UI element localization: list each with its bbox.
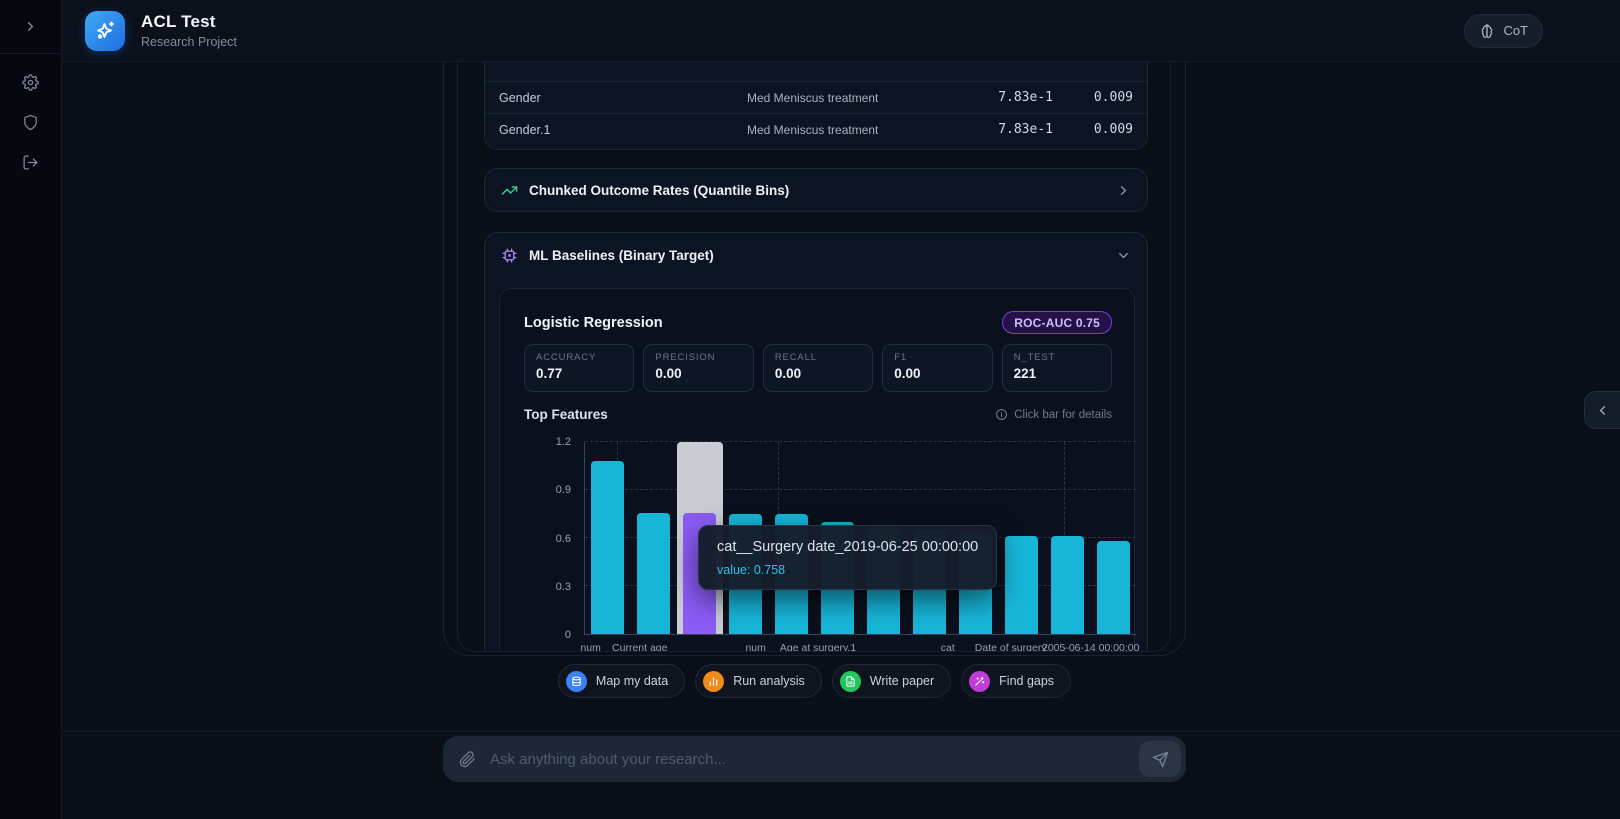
tooltip-value: value: 0.758 <box>717 563 786 577</box>
section-ml-baselines: ML Baselines (Binary Target) Logistic Re… <box>484 232 1148 652</box>
p-value-cell: 0.009 <box>1093 122 1133 137</box>
gridline <box>585 489 1136 490</box>
bar-chart-yaxis: 0 0.3 0.6 0.9 1.2 <box>500 436 579 641</box>
report-scroll-area[interactable]: Gender Med Meniscus treatment 7.83e-1 0.… <box>457 62 1171 652</box>
feature-bar[interactable] <box>1050 536 1084 634</box>
metric-card-f1: F1 0.00 <box>882 344 993 392</box>
statistic-cell: 7.83e-1 <box>998 122 1053 137</box>
shield-icon <box>22 114 39 131</box>
x-tick-label: cat <box>940 642 955 652</box>
x-tick-label: Current age <box>612 642 668 652</box>
quick-action-map-my-data[interactable]: Map my data <box>557 664 686 698</box>
sidebar-expand-button[interactable] <box>16 12 46 42</box>
database-icon <box>565 670 587 692</box>
feature-bar[interactable] <box>591 461 625 634</box>
table-row: Gender.1 Med Meniscus treatment 7.83e-1 … <box>485 113 1147 145</box>
quick-action-find-gaps[interactable]: Find gaps <box>961 664 1072 698</box>
section-ml-baselines-header[interactable]: ML Baselines (Binary Target) <box>485 233 1147 277</box>
bar-chart-icon <box>703 670 725 692</box>
stats-table-card: Gender Med Meniscus treatment 7.83e-1 0.… <box>484 62 1148 150</box>
p-value-cell: 0.009 <box>1093 90 1133 105</box>
section-chunked-outcome-rates[interactable]: Chunked Outcome Rates (Quantile Bins) <box>484 168 1148 212</box>
attach-button[interactable] <box>459 750 476 768</box>
x-tick-label: num <box>580 642 601 652</box>
metric-card-n-test: N_TEST 221 <box>1001 344 1113 392</box>
chevron-right-icon <box>1116 183 1131 198</box>
x-tick-label: Date of surgery <box>974 642 1047 652</box>
trending-up-icon <box>501 182 518 199</box>
chevron-left-icon <box>1595 403 1610 418</box>
x-tick-label: 2005-06-14 00:00:00 <box>1041 642 1140 652</box>
cpu-icon <box>501 247 518 264</box>
chart-hint: Click bar for details <box>995 408 1112 421</box>
footer-divider <box>62 731 1620 732</box>
x-tick-label: Age at surgery.1 <box>779 642 857 652</box>
chart-title: Top Features <box>524 407 608 422</box>
roc-auc-badge: ROC-AUC 0.75 <box>1002 311 1112 334</box>
model-title: Logistic Regression <box>524 314 663 331</box>
metric-card-accuracy: ACCURACY 0.77 <box>524 344 635 392</box>
y-tick-label: 1.2 <box>555 436 571 448</box>
quick-action-run-analysis[interactable]: Run analysis <box>695 664 822 698</box>
metric-card-precision: PRECISION 0.00 <box>643 344 754 392</box>
y-tick-label: 0.9 <box>555 484 571 497</box>
metric-card-recall: RECALL 0.00 <box>762 344 874 392</box>
feature-bar[interactable] <box>1004 536 1038 634</box>
chat-composer <box>443 736 1186 782</box>
privacy-button[interactable] <box>16 107 46 137</box>
feature-cell: Gender <box>499 90 541 105</box>
section-title: ML Baselines (Binary Target) <box>529 247 714 263</box>
brain-icon <box>1479 23 1495 39</box>
tooltip-feature-name: cat__Surgery date_2019-06-25 00:00:00 <box>717 539 979 555</box>
wand-sparkles-icon <box>969 670 991 692</box>
cot-toggle-button[interactable]: CoT <box>1464 13 1543 48</box>
send-button[interactable] <box>1139 741 1181 777</box>
log-out-icon <box>22 154 39 171</box>
sidebar <box>0 0 62 819</box>
feature-cell: Gender.1 <box>499 122 551 137</box>
app-logo <box>85 10 125 51</box>
gear-icon <box>22 73 39 91</box>
bar-chart-xaxis: num Current age num Age at surgery.1 cat Date… <box>580 640 1139 652</box>
section-title: Chunked Outcome Rates (Quantile Bins) <box>529 182 790 198</box>
info-icon <box>995 408 1008 421</box>
table-row: Gender Med Meniscus treatment 7.83e-1 0.… <box>485 81 1147 113</box>
y-tick-label: 0 <box>564 629 571 641</box>
chart-tooltip: cat__Surgery date_2019-06-25 00:00:00 va… <box>698 525 998 590</box>
header: ACL Test Research Project CoT <box>62 0 1620 62</box>
chat-input[interactable] <box>490 750 1139 768</box>
send-icon <box>1152 751 1169 768</box>
logout-button[interactable] <box>16 147 46 177</box>
y-tick-label: 0.6 <box>555 532 571 545</box>
model-result-panel: Logistic Regression ROC-AUC 0.75 ACCURAC… <box>499 288 1139 652</box>
quick-actions: Map my data Run analysis Write paper Fin… <box>443 664 1186 698</box>
quick-action-write-paper[interactable]: Write paper <box>831 664 952 698</box>
chevron-right-icon <box>23 19 38 34</box>
paperclip-icon <box>459 750 476 768</box>
file-text-icon <box>839 670 861 692</box>
sparkles-icon <box>93 19 117 43</box>
statistic-cell: 7.83e-1 <box>998 90 1053 105</box>
chat-thread-panel <box>443 62 1186 656</box>
gridline <box>585 441 1136 442</box>
feature-bar[interactable] <box>637 513 671 634</box>
comparison-cell: Med Meniscus treatment <box>747 90 879 105</box>
side-panel-collapse-tab[interactable] <box>1584 391 1620 429</box>
page-subtitle: Research Project <box>141 35 237 49</box>
metrics-row: ACCURACY 0.77 PRECISION 0.00 RECALL 0.00… <box>524 344 1113 392</box>
page-title: ACL Test <box>141 12 216 31</box>
cot-label: CoT <box>1503 23 1528 38</box>
settings-button[interactable] <box>16 67 46 97</box>
feature-bar[interactable] <box>1096 541 1130 634</box>
x-tick-label: num <box>745 642 766 652</box>
comparison-cell: Med Meniscus treatment <box>747 122 879 137</box>
chevron-down-icon <box>1116 248 1131 263</box>
y-tick-label: 0.3 <box>555 580 571 593</box>
